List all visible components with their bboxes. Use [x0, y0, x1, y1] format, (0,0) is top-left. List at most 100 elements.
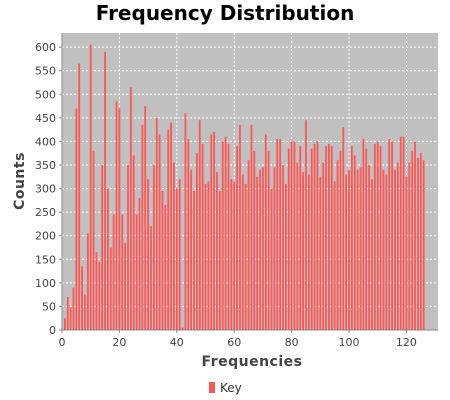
bar	[305, 120, 307, 330]
bar	[170, 122, 172, 330]
bar	[299, 146, 302, 330]
bar	[382, 169, 385, 330]
bar	[359, 167, 362, 330]
y-tick-label: 550	[35, 65, 56, 78]
legend: Key	[209, 381, 242, 395]
bar	[115, 101, 118, 330]
bar	[167, 129, 170, 330]
bar	[379, 146, 382, 330]
bar	[371, 179, 373, 330]
bar	[313, 143, 316, 330]
bar	[164, 205, 167, 330]
bar	[276, 139, 279, 330]
bar	[362, 139, 365, 330]
bar	[193, 190, 195, 330]
bar	[86, 233, 89, 330]
bar	[414, 141, 416, 330]
bar	[78, 63, 81, 331]
bar	[147, 179, 149, 330]
bar	[284, 183, 287, 330]
bar	[241, 174, 244, 330]
y-tick-label: 0	[49, 324, 56, 337]
bar	[173, 162, 175, 330]
bar	[127, 165, 129, 330]
y-tick-label: 150	[35, 253, 56, 266]
bar	[270, 188, 273, 330]
bar	[339, 150, 342, 330]
bar	[204, 183, 207, 330]
bar	[230, 179, 233, 330]
bar	[256, 176, 259, 330]
x-tick-label: 80	[285, 336, 299, 349]
bar	[322, 162, 325, 330]
bar	[210, 134, 213, 330]
bar	[262, 167, 264, 330]
x-tick-label: 100	[339, 336, 360, 349]
bar	[158, 134, 161, 330]
bar	[408, 162, 411, 330]
bar	[422, 160, 425, 330]
bar	[253, 150, 256, 330]
bar	[187, 139, 190, 330]
bar	[224, 136, 227, 330]
bar	[72, 287, 75, 330]
y-tick-label: 250	[35, 206, 56, 219]
y-axis-label: Counts	[12, 152, 28, 210]
x-tick-label: 0	[59, 336, 66, 349]
bar	[196, 153, 198, 330]
bar	[216, 172, 218, 330]
bar	[264, 134, 267, 330]
bar	[198, 120, 201, 330]
bar	[84, 294, 86, 330]
bar	[394, 169, 396, 330]
bar	[391, 141, 393, 330]
y-tick-label: 300	[35, 183, 56, 196]
bar	[95, 252, 98, 330]
bar	[250, 124, 253, 330]
bar	[282, 165, 284, 330]
bar	[302, 172, 304, 330]
y-tick-label: 100	[35, 277, 56, 290]
bar	[319, 176, 322, 330]
bar	[221, 141, 224, 330]
bar	[348, 169, 350, 330]
bar	[373, 143, 376, 330]
bar	[273, 167, 276, 330]
bar	[218, 190, 221, 330]
x-axis-ticks: 0 20 40 60 80 100 120	[59, 330, 417, 349]
bar	[296, 162, 299, 330]
bar	[89, 44, 92, 331]
y-tick-label: 450	[35, 112, 56, 125]
x-axis-label: Frequencies	[202, 354, 303, 370]
bar	[396, 162, 399, 330]
bar	[244, 183, 247, 330]
legend-label: Key	[220, 381, 242, 395]
y-tick-label: 600	[35, 41, 56, 54]
bar	[201, 143, 204, 330]
bar	[135, 214, 138, 330]
bar	[190, 169, 193, 330]
bar	[328, 143, 330, 330]
bar	[109, 247, 112, 330]
bar	[290, 141, 293, 330]
bar	[124, 242, 127, 330]
bar	[402, 136, 405, 330]
bar	[104, 51, 106, 330]
y-axis-ticks: 0 50 100 150 200 250 300 350 400 450 500 550 600	[35, 41, 62, 337]
bar	[405, 176, 408, 330]
bar	[178, 179, 181, 330]
bar	[365, 148, 368, 330]
bar	[279, 139, 282, 330]
bar-series	[63, 44, 425, 331]
bar	[129, 87, 132, 330]
bar	[69, 307, 72, 330]
bar	[307, 174, 310, 330]
y-tick-label: 200	[35, 230, 56, 243]
x-tick-label: 20	[112, 336, 126, 349]
bar	[66, 297, 69, 330]
bar	[236, 146, 238, 330]
bar	[356, 169, 359, 330]
x-tick-label: 60	[227, 336, 241, 349]
bar	[138, 198, 141, 330]
